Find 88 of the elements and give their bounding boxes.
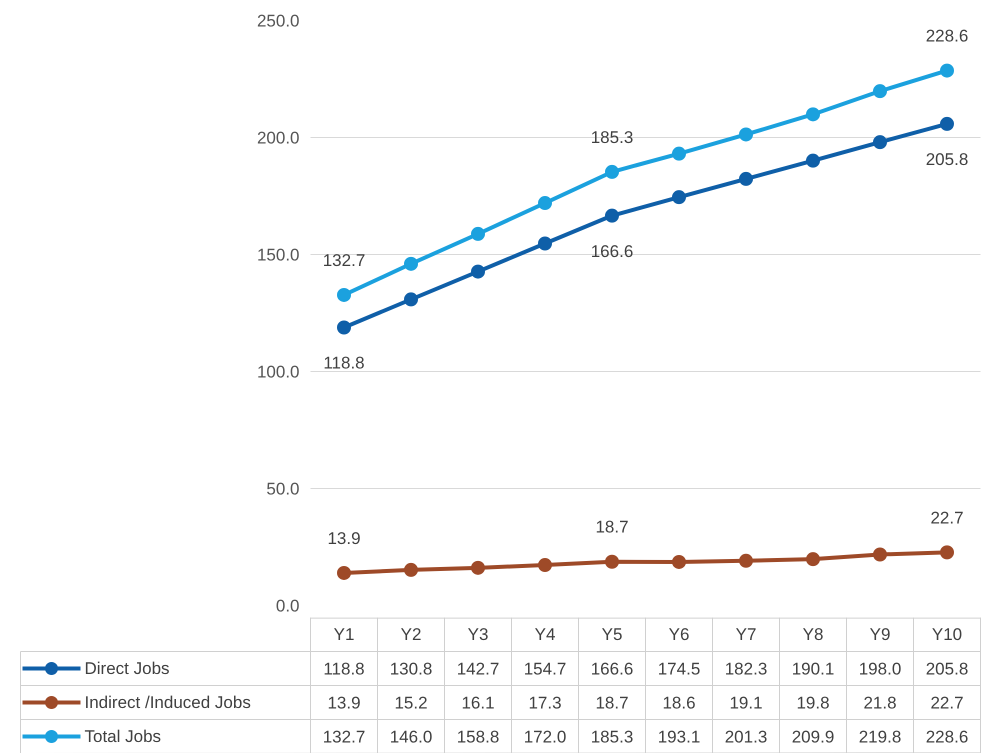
point — [672, 554, 686, 569]
point — [337, 320, 351, 334]
data-label: 209.9 — [792, 728, 834, 746]
x-tick-label: Y6 — [668, 625, 690, 644]
annotation: 18.7 — [595, 518, 629, 537]
data-label: 18.6 — [662, 694, 696, 712]
point — [471, 264, 485, 279]
point — [940, 116, 954, 131]
point — [873, 548, 887, 562]
point — [404, 256, 418, 271]
x-tick-label: Y1 — [334, 625, 354, 644]
point — [404, 562, 418, 577]
point — [739, 554, 753, 568]
point — [538, 558, 552, 572]
data-label: 142.7 — [456, 660, 500, 678]
data-label: 205.8 — [926, 660, 968, 678]
data-label: 19.1 — [729, 694, 763, 712]
x-tick-label: Y9 — [870, 625, 890, 644]
x-tick-label: Y7 — [736, 625, 756, 644]
point — [337, 288, 351, 302]
point — [605, 164, 619, 179]
point — [538, 236, 552, 250]
point — [404, 292, 418, 306]
legend-label: Total Jobs — [84, 727, 162, 746]
data-label: 21.8 — [863, 694, 897, 712]
point — [471, 226, 485, 241]
data-label: 22.7 — [930, 694, 964, 712]
data-label: 13.9 — [327, 694, 361, 712]
point — [538, 196, 552, 210]
point — [806, 552, 820, 566]
data-label: 158.8 — [456, 728, 500, 746]
data-label: 17.3 — [528, 694, 562, 712]
x-tick-label: Y4 — [534, 625, 556, 644]
annotation: 132.7 — [322, 250, 366, 270]
legend-label: Indirect /Induced Jobs — [84, 693, 251, 712]
y-tick-label: 250.0 — [256, 12, 300, 30]
data-label: 146.0 — [390, 728, 432, 746]
annotation: 228.6 — [926, 26, 968, 46]
x-tick-label: Y5 — [602, 625, 622, 644]
data-label: 132.7 — [322, 728, 366, 746]
point — [873, 84, 887, 98]
data-label: 118.8 — [323, 660, 365, 678]
point — [739, 172, 753, 186]
data-label: 18.7 — [595, 694, 629, 712]
y-tick-label: 50.0 — [266, 480, 300, 498]
point — [940, 64, 954, 78]
data-label: 15.2 — [394, 694, 428, 712]
data-label: 201.3 — [724, 728, 768, 746]
data-label: 174.5 — [658, 660, 700, 678]
data-label: 185.3 — [590, 728, 634, 746]
point — [605, 554, 619, 569]
y-tick-label: 200.0 — [256, 128, 300, 148]
point — [940, 545, 954, 560]
point — [739, 127, 753, 142]
annotation: 205.8 — [926, 150, 968, 170]
x-tick-label: Y3 — [468, 625, 488, 644]
data-label: 198.0 — [858, 660, 902, 678]
point — [806, 154, 820, 168]
data-label: 154.7 — [524, 660, 566, 678]
point — [471, 560, 485, 575]
data-label: 166.6 — [590, 660, 634, 678]
data-label: 190.1 — [792, 660, 834, 678]
data-label: 219.8 — [858, 728, 902, 746]
point — [806, 107, 820, 122]
data-label: 182.3 — [724, 660, 768, 678]
point — [605, 208, 619, 223]
y-tick-label: 0.0 — [276, 596, 300, 616]
annotation: 22.7 — [930, 508, 964, 528]
y-tick-label: 100.0 — [256, 362, 300, 382]
annotation: 166.6 — [590, 242, 634, 261]
data-label: 172.0 — [524, 728, 566, 746]
x-tick-label: Y2 — [400, 625, 422, 644]
point — [672, 190, 686, 204]
y-tick-label: 150.0 — [256, 246, 300, 264]
annotation: 13.9 — [327, 528, 361, 548]
data-label: 228.6 — [926, 728, 968, 746]
annotation: 118.8 — [323, 354, 365, 373]
point — [672, 146, 686, 161]
data-label: 193.1 — [658, 728, 700, 746]
data-label: 16.1 — [461, 694, 495, 712]
x-tick-label: Y8 — [802, 625, 824, 644]
point — [873, 135, 887, 150]
data-label: 130.8 — [390, 660, 432, 678]
annotation: 185.3 — [590, 128, 634, 147]
point — [337, 566, 351, 580]
data-label: 19.8 — [796, 694, 830, 712]
x-tick-label: Y10 — [932, 625, 962, 644]
legend-label: Direct Jobs — [84, 659, 170, 678]
